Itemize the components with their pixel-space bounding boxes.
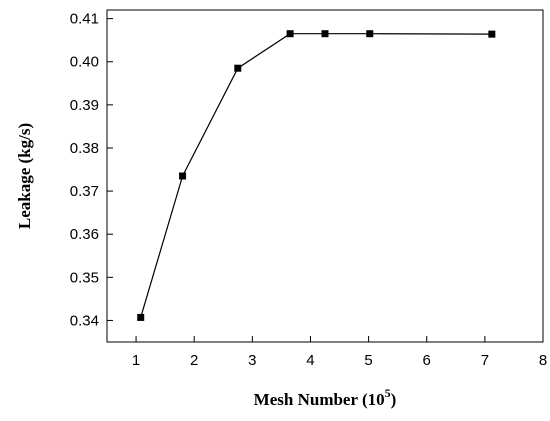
x-axis-unit-sup: 5	[385, 386, 391, 400]
y-tick-label: 0.34	[70, 312, 99, 329]
x-tick-label: 4	[306, 352, 314, 369]
x-tick-label: 6	[423, 352, 431, 369]
data-point-marker	[366, 30, 374, 38]
x-tick-label: 8	[539, 352, 547, 369]
y-tick-label: 0.41	[70, 11, 99, 28]
data-point-marker	[488, 30, 496, 38]
x-tick-label: 5	[364, 352, 372, 369]
x-axis-unit-open: (10	[362, 390, 385, 409]
x-tick-label: 3	[248, 352, 256, 369]
x-axis-title-text: Mesh Number	[254, 390, 359, 409]
series-layer	[137, 30, 496, 321]
plot-area-frame	[106, 9, 544, 343]
y-tick-label: 0.37	[70, 183, 99, 200]
series-line	[140, 33, 492, 318]
x-tick-label: 7	[481, 352, 489, 369]
data-point-marker	[179, 172, 187, 180]
data-point-marker	[234, 64, 242, 72]
data-point-marker	[286, 30, 294, 38]
x-tick-label: 1	[132, 352, 140, 369]
x-axis: 1 2 3 4 5 6 7 8	[132, 336, 547, 369]
y-tick-label: 0.40	[70, 54, 99, 71]
y-tick-label: 0.38	[70, 140, 99, 157]
x-axis-unit-close: )	[391, 390, 397, 409]
y-axis-title: Leakage (kg/s)	[15, 123, 34, 229]
data-point-marker	[137, 313, 145, 321]
y-tick-label: 0.35	[70, 269, 99, 286]
x-tick-label: 2	[190, 352, 198, 369]
y-axis: 0.34 0.35 0.36 0.37 0.38 0.39 0.40 0.41	[70, 11, 113, 329]
y-tick-label: 0.36	[70, 226, 99, 243]
x-axis-title: Mesh Number (105)	[254, 386, 397, 409]
data-point-marker	[321, 30, 329, 38]
y-tick-label: 0.39	[70, 97, 99, 114]
